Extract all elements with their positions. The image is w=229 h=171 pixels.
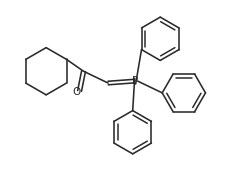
Text: O: O xyxy=(73,87,81,97)
Text: P: P xyxy=(131,76,138,86)
